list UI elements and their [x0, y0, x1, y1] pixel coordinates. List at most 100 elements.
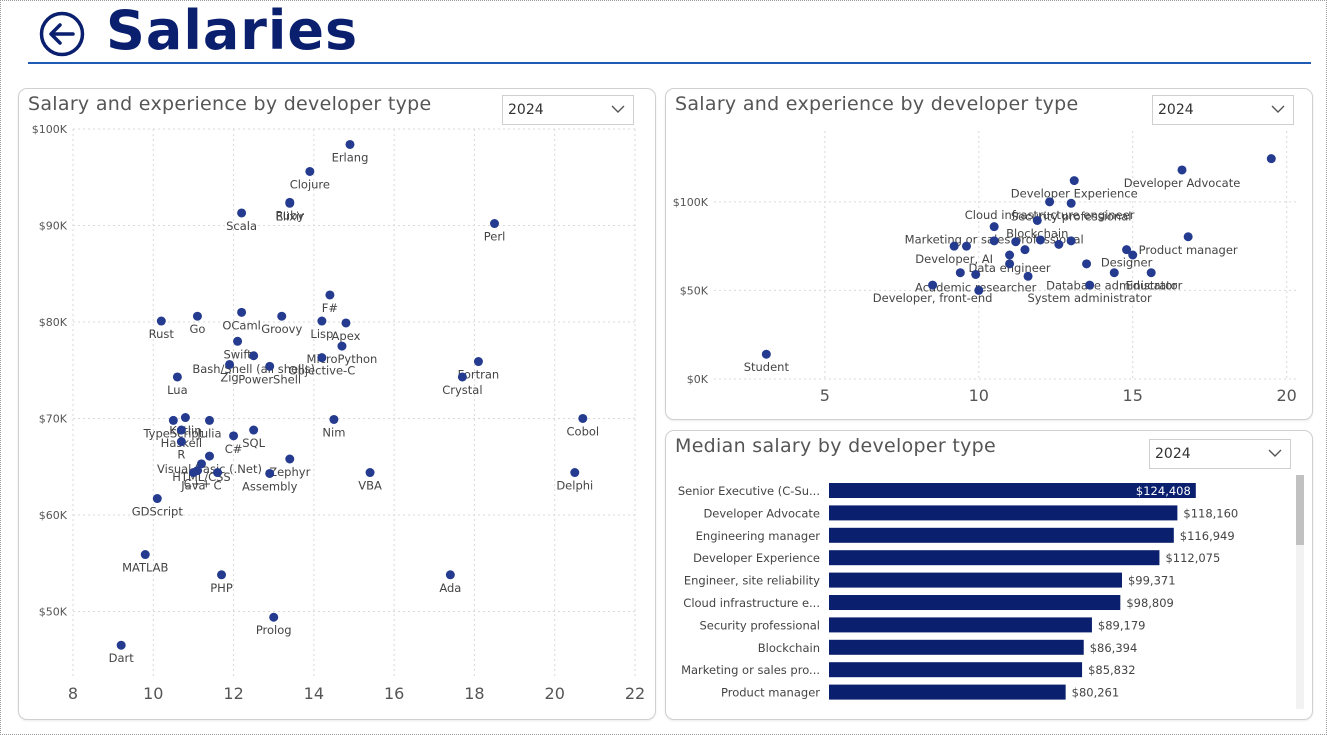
data-point-label: Ruby	[275, 208, 304, 222]
y-tick-label: $0K	[687, 373, 709, 386]
data-point	[285, 454, 295, 464]
scatter-card-languages: Salary and experience by developer type …	[18, 88, 656, 720]
data-point	[974, 285, 984, 295]
data-point-label: Lua	[167, 383, 188, 397]
data-point	[1069, 176, 1079, 186]
bar-card-median-salary: Median salary by developer type 2024 Sen…	[665, 430, 1313, 720]
data-point-label: Bash/Shell (all shells)	[192, 362, 315, 376]
data-point	[269, 612, 279, 622]
scrollbar[interactable]	[1296, 475, 1304, 709]
bar-category-label: Blockchain	[758, 641, 820, 655]
data-point-label: Prolog	[256, 623, 292, 637]
chart-title: Median salary by developer type	[675, 435, 996, 457]
x-tick-label: 22	[625, 684, 645, 703]
bar-category-label: Engineering manager	[696, 529, 821, 543]
chart-title: Salary and experience by developer type	[675, 93, 1079, 115]
year-dropdown[interactable]: 2024	[1152, 95, 1294, 125]
data-point	[225, 359, 235, 369]
bar-category-label: Security professional	[699, 618, 820, 632]
data-point-label: Erlang	[332, 150, 369, 164]
bar-category-label: Senior Executive (C-Su...	[678, 484, 820, 498]
data-point	[1066, 236, 1076, 246]
year-dropdown[interactable]: 2024	[502, 95, 634, 125]
data-point	[1085, 280, 1095, 290]
back-arrow-icon[interactable]	[38, 10, 86, 58]
data-point-label: Go	[189, 322, 205, 336]
bar	[829, 595, 1121, 610]
data-point	[337, 341, 347, 351]
bar-value-label: $116,949	[1180, 529, 1235, 543]
data-point	[365, 468, 375, 478]
data-point	[204, 451, 214, 461]
data-point	[1082, 259, 1092, 269]
bar-value-label: $98,809	[1126, 596, 1174, 610]
data-point	[761, 349, 771, 359]
data-point	[989, 222, 999, 232]
data-point	[1005, 259, 1015, 269]
data-point	[237, 307, 247, 317]
bar	[829, 617, 1092, 633]
y-tick-label: $50K	[39, 605, 68, 618]
data-point-label: Apex	[332, 329, 361, 343]
y-tick-label: $90K	[39, 219, 68, 232]
data-point-label: VBA	[358, 479, 382, 493]
bar-value-label: $124,408	[1136, 484, 1191, 498]
data-point-label: Cloud infrastructure engineer	[965, 208, 1135, 222]
bar-category-label: Product manager	[721, 686, 820, 700]
scrollbar-thumb[interactable]	[1296, 475, 1304, 545]
bar-category-label: Marketing or sales pro...	[681, 663, 820, 677]
data-point-label: Security professional	[1011, 209, 1132, 223]
data-point	[168, 415, 178, 425]
data-point-label: PowerShell	[238, 372, 301, 386]
data-point-label: Educator	[1125, 279, 1177, 293]
data-point-label: Zephyr	[269, 465, 310, 479]
data-point-label: SQL	[242, 436, 265, 450]
bar-value-label: $89,179	[1098, 618, 1146, 632]
data-point-label: Designer	[1101, 256, 1153, 270]
data-point	[445, 570, 455, 580]
data-point	[237, 208, 247, 218]
data-point-label: Zig	[220, 370, 238, 384]
data-point	[961, 241, 971, 251]
data-point	[1032, 215, 1042, 225]
bar	[829, 483, 1196, 498]
data-point-label: Rust	[149, 327, 175, 341]
data-point	[249, 425, 259, 435]
y-tick-label: $70K	[39, 412, 68, 425]
data-point	[229, 431, 239, 441]
y-tick-label: $80K	[39, 316, 68, 329]
year-value: 2024	[1158, 102, 1194, 118]
data-point-label: Delphi	[556, 479, 593, 493]
bar	[829, 550, 1160, 566]
data-point	[277, 311, 287, 321]
data-point-label: Objective-C	[289, 364, 356, 378]
data-point	[570, 468, 580, 478]
data-point-label: C#	[225, 442, 243, 456]
x-tick-label: 16	[384, 684, 404, 703]
x-tick-label: 15	[1123, 386, 1143, 405]
data-point	[1266, 154, 1276, 164]
y-tick-label: $60K	[39, 509, 68, 522]
data-point	[1020, 245, 1030, 255]
bar	[829, 662, 1083, 678]
data-point	[265, 361, 275, 371]
y-tick-label: $50K	[680, 284, 709, 297]
data-point	[140, 550, 150, 560]
page-title: Salaries	[106, 0, 359, 62]
bar-value-label: $118,160	[1183, 506, 1238, 520]
bar-value-label: $99,371	[1128, 574, 1176, 588]
data-point	[1005, 250, 1015, 260]
data-point	[325, 290, 335, 300]
data-point	[971, 269, 981, 279]
bar	[829, 684, 1066, 700]
data-point	[1122, 245, 1132, 255]
data-point-label: Elixir	[276, 209, 305, 223]
data-point-label: Product manager	[1139, 243, 1238, 257]
data-point	[233, 336, 243, 346]
year-dropdown[interactable]: 2024	[1149, 439, 1291, 469]
data-point-label: GDScript	[132, 505, 184, 519]
data-point	[152, 494, 162, 504]
data-point	[1177, 165, 1187, 175]
data-point	[217, 570, 227, 580]
